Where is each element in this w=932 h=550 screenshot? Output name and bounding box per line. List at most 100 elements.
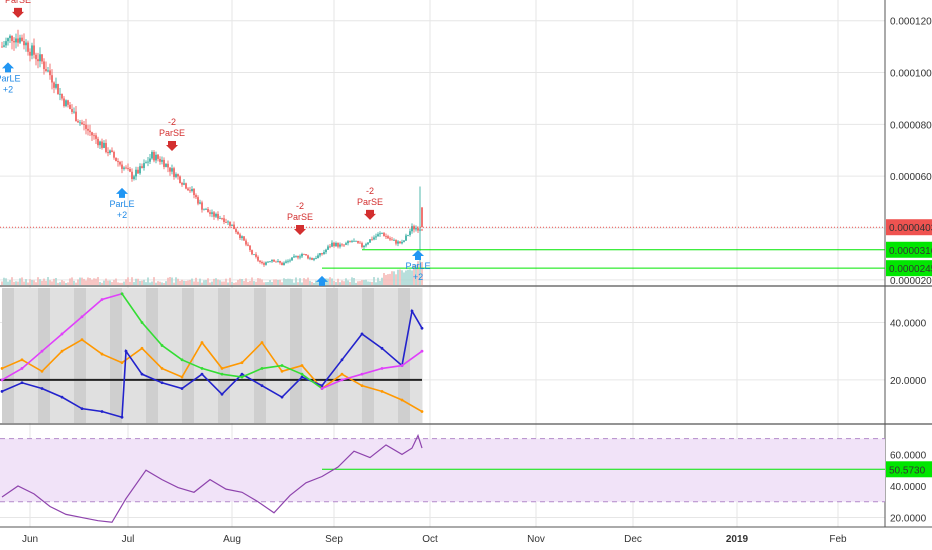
volume-bar xyxy=(397,269,399,285)
volume-bar xyxy=(183,280,185,285)
candle-body xyxy=(201,202,203,210)
indicator-point xyxy=(140,321,144,324)
volume-bar xyxy=(203,280,205,285)
indicator-point xyxy=(60,332,64,336)
indicator-point xyxy=(60,395,64,399)
candle-body xyxy=(21,37,23,42)
candle-body xyxy=(153,152,155,161)
volume-bar xyxy=(241,279,243,285)
volume-bar xyxy=(37,277,39,285)
volume-bar xyxy=(163,282,165,285)
candle-body xyxy=(85,124,87,129)
volume-bar xyxy=(409,269,411,285)
rsi-pane[interactable] xyxy=(0,433,885,523)
candle-body xyxy=(347,241,349,244)
volume-bar xyxy=(391,271,393,285)
volume-bar xyxy=(79,277,81,285)
indicator-point xyxy=(400,398,404,402)
candle-body xyxy=(1,46,3,48)
volume-bar xyxy=(355,282,357,285)
candle-body xyxy=(185,183,187,189)
time-tick-label: Sep xyxy=(325,534,343,545)
indicator-point xyxy=(320,387,324,390)
volume-bar xyxy=(293,282,295,285)
candle-body xyxy=(339,244,341,247)
volume-bar xyxy=(87,277,89,285)
indicator-band xyxy=(194,288,207,423)
volume-bar xyxy=(227,282,229,285)
candle-body xyxy=(215,213,217,217)
volume-bar xyxy=(1,281,3,285)
candle-body xyxy=(111,150,113,152)
candle-body xyxy=(363,245,365,248)
volume-bar xyxy=(57,282,59,285)
volume-bar xyxy=(219,280,221,285)
volume-bar xyxy=(97,277,99,285)
volume-bar xyxy=(13,281,15,285)
candle-body xyxy=(151,152,153,159)
volume-bar xyxy=(279,279,281,285)
short-arrow-icon xyxy=(12,7,24,18)
volume-bar xyxy=(55,278,57,285)
candle-body xyxy=(411,226,413,232)
indicator-band xyxy=(38,288,51,423)
candle-body xyxy=(181,182,183,185)
candle-body xyxy=(229,221,231,226)
indicator-point xyxy=(220,392,224,396)
candle-body xyxy=(47,70,49,72)
candle-body xyxy=(163,159,165,167)
volume-bar xyxy=(287,278,289,285)
rsi-line xyxy=(1,433,423,523)
candle-body xyxy=(61,93,63,99)
candle-body xyxy=(307,255,309,259)
signal-qty: -2 xyxy=(168,117,176,127)
volume-bar xyxy=(99,281,101,285)
candle-body xyxy=(421,229,423,231)
candle-body xyxy=(205,209,207,210)
volume-bar xyxy=(101,282,103,285)
time-tick-label: Nov xyxy=(527,534,545,545)
volume-bar xyxy=(59,282,61,285)
candle-body xyxy=(93,135,95,137)
candle-body xyxy=(281,262,283,266)
volume-bar xyxy=(311,281,313,285)
time-tick-label: 2019 xyxy=(726,534,749,545)
candle-body xyxy=(247,244,249,246)
candle-body xyxy=(249,245,251,251)
volume-bar xyxy=(71,277,73,285)
volume-bar xyxy=(139,280,141,285)
volume-bar xyxy=(91,279,93,285)
candle-body xyxy=(409,231,411,235)
indicator-point xyxy=(140,372,144,376)
volume-bar xyxy=(315,280,317,285)
short-arrow-icon xyxy=(294,224,306,235)
indicator-pane[interactable] xyxy=(0,288,424,423)
volume-bar xyxy=(173,282,175,285)
candle-body xyxy=(257,256,259,261)
indicator-point xyxy=(360,384,364,388)
volume-bar xyxy=(31,280,33,285)
candle-body xyxy=(341,244,343,246)
price-pane[interactable]: -2ParSEParLE+2-2ParSEParLE+2-2ParSEParLE… xyxy=(0,0,885,297)
volume-bar xyxy=(353,278,355,285)
time-axis[interactable]: Jun Jul Aug Sep Oct Nov Dec 2019 Feb xyxy=(22,534,847,545)
volume-bar xyxy=(3,277,5,285)
indicator-point xyxy=(340,378,344,382)
volume-bar xyxy=(187,280,189,285)
indicator-band xyxy=(326,288,339,423)
indicator-point xyxy=(80,338,84,342)
volume-bar xyxy=(263,282,265,285)
indicator-point xyxy=(360,372,364,376)
candle-body xyxy=(277,261,279,262)
indicator-band xyxy=(266,288,279,423)
indicator-point xyxy=(200,372,204,376)
volume-bar xyxy=(269,280,271,285)
candle-body xyxy=(399,241,401,244)
candle-body xyxy=(81,122,83,125)
indicator-band xyxy=(134,288,147,423)
candle-body xyxy=(413,226,415,230)
candle-body xyxy=(91,132,93,136)
